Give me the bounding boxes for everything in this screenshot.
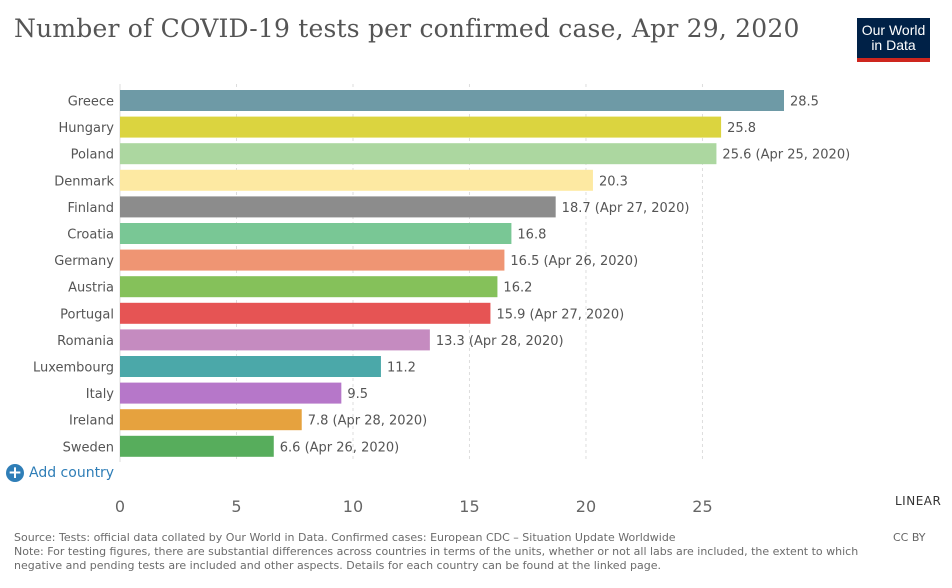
- value-label-hungary: 25.8: [727, 121, 756, 136]
- value-label-romania: 13.3 (Apr 28, 2020): [436, 334, 564, 349]
- value-label-denmark: 20.3: [599, 174, 628, 189]
- scale-toggle-button[interactable]: LINEAR: [895, 494, 942, 508]
- bar-chart: Greece 28.5 Hungary 25.8 Poland 25.6 (Apr 25,…: [33, 84, 850, 516]
- bar-romania: [120, 329, 430, 351]
- country-label-italy: Italy: [86, 387, 115, 402]
- logo-line-1: Our World: [861, 22, 926, 38]
- logo-line-2: in Data: [871, 37, 916, 53]
- country-label-hungary: Hungary: [58, 121, 114, 136]
- bar-ireland: [120, 409, 302, 431]
- country-label-portugal: Portugal: [60, 307, 114, 322]
- x-tick-label: 20: [576, 497, 596, 516]
- country-label-luxembourg: Luxembourg: [33, 361, 114, 376]
- license-link[interactable]: CC BY: [893, 531, 926, 544]
- owid-logo[interactable]: Our World in Data: [857, 18, 930, 62]
- x-tick-label: 15: [459, 497, 479, 516]
- note-text-line-2: negative and pending tests are included …: [14, 559, 662, 572]
- bar-italy: [120, 382, 342, 404]
- country-label-croatia: Croatia: [67, 228, 114, 243]
- add-country-label: Add country: [29, 465, 115, 481]
- value-label-sweden: 6.6 (Apr 26, 2020): [280, 440, 399, 455]
- x-tick-label: 25: [692, 497, 712, 516]
- bars: Greece 28.5 Hungary 25.8 Poland 25.6 (Apr 25,…: [33, 90, 850, 457]
- country-label-ireland: Ireland: [69, 414, 114, 429]
- value-label-germany: 16.5 (Apr 26, 2020): [510, 254, 638, 269]
- note-text-line-1: Note: For testing figures, there are sub…: [14, 545, 859, 558]
- country-label-greece: Greece: [68, 95, 114, 110]
- bar-austria: [120, 276, 498, 298]
- bar-sweden: [120, 435, 274, 457]
- bar-croatia: [120, 223, 512, 244]
- footer-notes: Source: Tests: official data collated by…: [14, 531, 894, 573]
- bar-poland: [120, 143, 717, 165]
- country-label-germany: Germany: [54, 254, 114, 269]
- bar-hungary: [120, 116, 722, 138]
- value-label-austria: 16.2: [503, 281, 532, 296]
- value-label-greece: 28.5: [790, 95, 819, 110]
- bar-luxembourg: [120, 356, 381, 377]
- country-label-sweden: Sweden: [63, 440, 114, 455]
- value-label-finland: 18.7 (Apr 27, 2020): [562, 201, 690, 216]
- value-label-ireland: 7.8 (Apr 28, 2020): [308, 414, 427, 429]
- x-tick-label: 5: [231, 497, 241, 516]
- country-label-austria: Austria: [68, 281, 114, 296]
- bar-germany: [120, 249, 505, 271]
- country-label-romania: Romania: [57, 334, 114, 349]
- value-label-italy: 9.5: [347, 387, 368, 402]
- bar-portugal: [120, 302, 491, 324]
- country-label-denmark: Denmark: [54, 174, 114, 189]
- x-tick-label: 10: [343, 497, 363, 516]
- value-label-poland: 25.6 (Apr 25, 2020): [722, 148, 850, 163]
- x-tick-label: 0: [115, 497, 125, 516]
- gridlines: [119, 84, 703, 462]
- add-country-button[interactable]: + Add country: [6, 464, 114, 482]
- plus-icon: +: [6, 463, 24, 483]
- value-label-luxembourg: 11.2: [387, 361, 416, 376]
- chart-title: Number of COVID-19 tests per confirmed c…: [14, 14, 800, 43]
- country-label-poland: Poland: [71, 148, 114, 163]
- bar-greece: [120, 90, 784, 111]
- value-label-portugal: 15.9 (Apr 27, 2020): [496, 307, 624, 322]
- bar-finland: [120, 196, 556, 218]
- x-axis: 0 5 10 15 20 25: [115, 497, 713, 516]
- bar-denmark: [120, 169, 593, 191]
- value-label-croatia: 16.8: [517, 228, 546, 243]
- source-text: Source: Tests: official data collated by…: [14, 531, 676, 544]
- country-label-finland: Finland: [68, 201, 114, 216]
